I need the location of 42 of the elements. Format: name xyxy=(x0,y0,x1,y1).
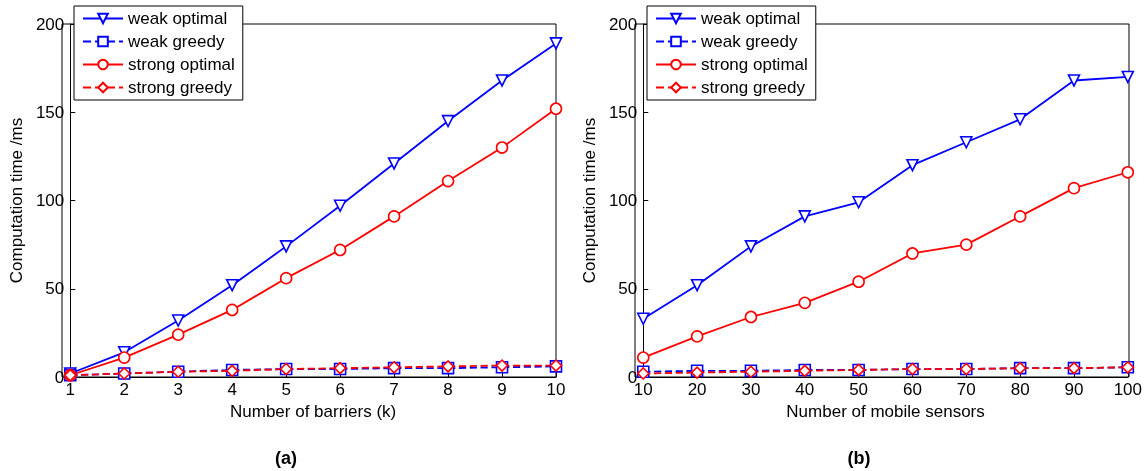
x-tick-label: 40 xyxy=(795,380,815,399)
x-tick-label: 3 xyxy=(173,380,183,399)
x-tick-label: 1 xyxy=(65,380,75,399)
y-tick-label: 100 xyxy=(608,191,638,210)
y-axis-title: Computation time /ms xyxy=(7,117,26,284)
x-tick-label: 8 xyxy=(443,380,453,399)
legend-label: strong optimal xyxy=(128,55,235,74)
x-tick-label: 6 xyxy=(335,380,345,399)
x-tick-label: 60 xyxy=(903,380,922,399)
legend-label: strong greedy xyxy=(128,78,233,97)
text: (a) xyxy=(275,448,298,468)
legend-label: weak greedy xyxy=(127,32,225,51)
x-tick-label: 70 xyxy=(956,380,976,399)
x-tick-label: 4 xyxy=(227,380,237,399)
x-tick-label: 7 xyxy=(389,380,399,399)
y-tick-label: 200 xyxy=(35,14,65,34)
x-axis-title: Number of mobile sensors xyxy=(786,401,985,421)
x-tick-label: 2 xyxy=(119,380,129,399)
x-tick-label: 10 xyxy=(546,380,566,399)
y-tick-label: 150 xyxy=(35,102,65,122)
legend-label: weak optimal xyxy=(127,9,228,28)
y-tick-label: 50 xyxy=(45,279,65,299)
x-tick-label: 80 xyxy=(1010,380,1030,399)
x-tick-label: 100 xyxy=(1113,380,1143,399)
x-tick-label: 20 xyxy=(687,380,707,399)
y-tick-label: 50 xyxy=(618,279,638,299)
legend-label: weak greedy xyxy=(700,32,798,51)
y-tick-label: 150 xyxy=(608,102,638,122)
legend-label: strong greedy xyxy=(701,78,806,97)
x-tick-label: 50 xyxy=(849,380,869,399)
legend-label: weak optimal xyxy=(700,9,801,28)
legend-label: strong optimal xyxy=(701,55,808,74)
text: (b) xyxy=(847,448,871,468)
x-tick-label: 30 xyxy=(741,380,761,399)
x-tick-label: 90 xyxy=(1064,380,1084,399)
y-tick-label: 200 xyxy=(608,14,638,34)
x-axis-title: Number of barriers (k) xyxy=(230,401,397,421)
x-tick-label: 5 xyxy=(281,380,291,399)
x-tick-label: 9 xyxy=(497,380,507,399)
y-tick-label: 0 xyxy=(54,367,65,387)
y-axis-title: Computation time /ms xyxy=(580,117,599,284)
y-tick-label: 100 xyxy=(35,191,65,210)
